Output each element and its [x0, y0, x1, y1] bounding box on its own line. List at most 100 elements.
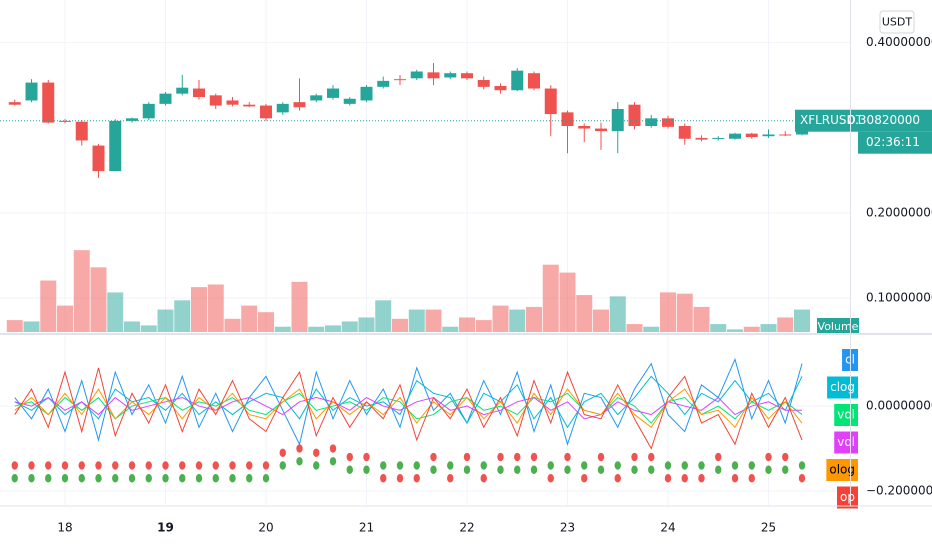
x-tick-label: 20 [258, 521, 273, 535]
signal-dot [45, 461, 52, 470]
signal-dot [581, 474, 588, 483]
volume-bar [57, 305, 73, 332]
candle-body [159, 93, 172, 104]
signal-dot [765, 465, 772, 474]
volume-bar [743, 326, 760, 332]
signal-dot [396, 474, 404, 483]
signal-dot [313, 461, 320, 470]
volume-bar [6, 320, 23, 332]
signal-dot [782, 465, 789, 474]
volume-bar [174, 300, 191, 332]
legend-label: olog [829, 463, 855, 477]
candle-body [59, 120, 71, 122]
legend-label: vol [837, 435, 855, 449]
indicator-line [14, 396, 802, 420]
x-tick-label: 25 [761, 521, 776, 535]
volume-bar [274, 326, 291, 332]
currency-button-box[interactable] [879, 10, 915, 34]
signal-dot [363, 465, 370, 474]
candle-body [494, 85, 507, 91]
candle-body [561, 112, 574, 126]
signal-dot [162, 474, 169, 483]
signal-dot [11, 461, 18, 470]
signal-dot [329, 444, 337, 453]
signal-dot [229, 474, 236, 483]
signal-dot [313, 448, 320, 457]
signal-dot [95, 474, 102, 483]
legend-box [837, 486, 858, 509]
signal-dot [279, 448, 286, 457]
signal-dot [748, 461, 755, 470]
legend-label: op [840, 490, 855, 504]
signal-dot [631, 452, 638, 462]
volume-bar [760, 324, 777, 332]
signal-dot [346, 465, 353, 474]
candle-body [360, 86, 373, 101]
volume-bar [777, 317, 794, 332]
signal-dot [497, 452, 504, 462]
signal-dot [664, 461, 672, 470]
symbol-label: XFLRUSDT [800, 113, 864, 127]
indicator-line [14, 388, 803, 429]
volume-bar [408, 309, 425, 332]
volume-bar [140, 325, 157, 332]
x-tick-label: 18 [57, 521, 72, 535]
volume-bar [90, 267, 107, 332]
volume-bar [526, 306, 542, 332]
y-tick-label: 0.40000000 [866, 35, 932, 49]
overlays: 0.10000000 0.20000000 0.40000000 18 19 20 21 22… [57, 35, 932, 535]
signal-dot [28, 474, 35, 483]
legend-box [834, 404, 858, 426]
signal-dot [229, 461, 236, 470]
volume-bar [425, 309, 442, 332]
signal-dot [547, 474, 554, 483]
x-tick-label: 19 [157, 521, 174, 535]
volume-label: Volume [818, 320, 859, 333]
candle-body [126, 118, 138, 121]
currency-label[interactable]: USDT [882, 16, 913, 29]
candle-body [75, 121, 88, 141]
signal-dot [480, 474, 487, 483]
indicator-pane [11, 357, 806, 483]
candle-body [427, 72, 440, 79]
volume-bar [442, 326, 459, 332]
signal-dot [581, 461, 588, 470]
y-tick-label: −0.20000000 [866, 483, 932, 497]
signal-dot [798, 474, 806, 483]
indicator-line [14, 375, 803, 429]
candle-body [276, 103, 289, 113]
signal-dot [681, 474, 688, 483]
signal-dot [564, 465, 571, 474]
signal-dot [246, 474, 253, 483]
signal-dot [597, 452, 605, 462]
signal-dot [597, 465, 605, 474]
candle-body [695, 137, 708, 140]
signal-dot [798, 461, 806, 470]
signal-dot [698, 461, 705, 470]
signal-dot [212, 461, 219, 470]
volume-bar [258, 312, 274, 332]
candle-body [377, 80, 390, 87]
candle-body [176, 87, 189, 94]
candle-body [343, 98, 356, 104]
signal-dot [112, 461, 119, 470]
volume-bar [40, 280, 57, 332]
signal-dot [145, 461, 152, 470]
candle-body [678, 125, 691, 139]
volume-bar [308, 326, 325, 332]
signal-dot [698, 474, 705, 483]
candle-body [293, 102, 306, 108]
candle-body [628, 104, 641, 126]
signal-dot [128, 474, 136, 483]
volume-bar [492, 305, 509, 332]
signal-dot [413, 474, 420, 483]
candle-body [109, 120, 122, 172]
signal-dot [530, 452, 538, 462]
signal-dot [179, 461, 186, 470]
signal-dot [447, 461, 454, 470]
candle-body [544, 88, 557, 115]
signal-dot [497, 465, 504, 474]
countdown-label: 02:36:11 [866, 135, 920, 149]
currency-button[interactable]: USDT [879, 10, 915, 34]
